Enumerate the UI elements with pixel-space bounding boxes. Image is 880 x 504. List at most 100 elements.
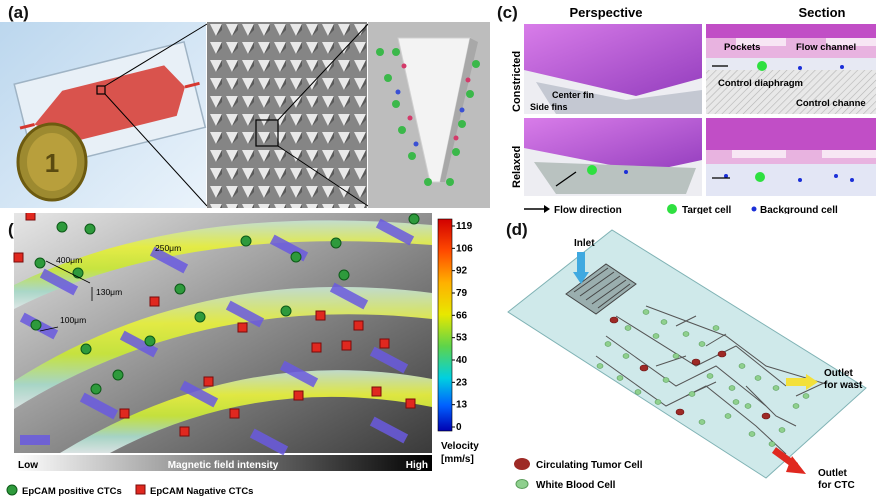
white-blood-cell — [642, 309, 650, 315]
gradient-low: Low — [18, 460, 38, 471]
panel-d-figure: Inlet Outlet for wast Outlet for CTC Cir… — [507, 229, 867, 491]
white-blood-cell — [792, 403, 800, 409]
channel-network — [595, 305, 827, 455]
magnetic-gradient-bar — [14, 455, 432, 471]
white-blood-cell — [744, 403, 752, 409]
col-perspective: Perspective — [570, 5, 643, 20]
white-blood-cell — [698, 341, 706, 347]
white-blood-cell — [616, 375, 624, 381]
white-blood-cell — [778, 427, 786, 433]
outlet-ctc-1: Outlet — [818, 468, 848, 479]
white-blood-cell — [660, 319, 668, 325]
legend-background: Background cell — [760, 205, 838, 214]
white-blood-cell — [688, 391, 696, 397]
lbl-flow-channel: Flow channel — [796, 42, 856, 53]
white-blood-cell — [654, 399, 662, 405]
panel-a-figure: 1 — [0, 22, 490, 208]
tumor-cell — [675, 408, 685, 416]
legend-negative-icon — [135, 484, 146, 495]
panel-d-label: (d) — [506, 220, 528, 239]
inlet-label: Inlet — [574, 238, 595, 249]
lbl-center-fin: Center fin — [552, 90, 594, 100]
panel-a-label: (a) — [8, 3, 29, 22]
white-blood-cell — [748, 431, 756, 437]
antibody-cells — [376, 48, 480, 186]
waste-outlet-arrow — [786, 374, 818, 390]
coin-number: 1 — [45, 148, 59, 178]
colorbar-tick-label: 40 — [456, 355, 468, 366]
white-blood-cell — [604, 341, 612, 347]
dim-250: 250μm — [155, 243, 181, 253]
colorbar-title: Velocity — [441, 441, 479, 452]
colorbar-tick-label: 106 — [456, 243, 473, 254]
outlet-waste-2: for wast — [824, 380, 863, 391]
col-section: Section — [799, 5, 846, 20]
legend-negative-text: EpCAM Nagative CTCs — [150, 486, 253, 497]
legend-wbc: White Blood Cell — [536, 480, 616, 491]
sem-zoom-box — [255, 119, 279, 147]
white-blood-cell — [682, 331, 690, 337]
chip-slab — [507, 229, 867, 479]
white-blood-cell — [624, 325, 632, 331]
white-blood-cell — [732, 399, 740, 405]
white-blood-cell — [662, 377, 670, 383]
lbl-control-diaphragm: Control diaphragm — [718, 78, 803, 89]
legend-target-icon — [667, 204, 677, 214]
colorbar-tick-label: 53 — [456, 333, 468, 344]
colorbar-tick-label: 92 — [456, 266, 468, 277]
legend-flow: Flow direction — [554, 205, 622, 214]
legend-ctc-icon — [514, 458, 530, 470]
lbl-control-channel: Control channe — [796, 98, 866, 109]
outlet-ctc-2: for CTC — [818, 480, 855, 491]
white-blood-cell — [622, 353, 630, 359]
row-relaxed: Relaxed — [511, 146, 523, 188]
lbl-pockets: Pockets — [724, 42, 760, 53]
relaxed-target-cell — [587, 165, 597, 175]
zoom-box — [96, 85, 106, 95]
colorbar-unit: [mm/s] — [441, 454, 474, 465]
dim-400: 400μm — [56, 255, 82, 265]
gradient-high: High — [406, 460, 428, 471]
ctc-outlet-arrow — [771, 447, 806, 474]
colorbar-ticks: 119 106 92 79 66 53 40 23 13 0 — [452, 221, 473, 433]
chip-cells — [596, 309, 810, 447]
colorbar-tick-label: 66 — [456, 310, 468, 321]
white-blood-cell — [672, 353, 680, 359]
epcam-negative-cells — [13, 213, 416, 437]
white-blood-cell — [724, 413, 732, 419]
trap-pockets — [19, 218, 415, 456]
legend-target: Target cell — [682, 205, 731, 214]
lbl-side-fins: Side fins — [530, 102, 568, 112]
colorbar-tick-label: 13 — [456, 400, 468, 411]
white-blood-cell — [768, 441, 776, 447]
section-target-cell — [757, 61, 767, 71]
gradient-title: Magnetic field intensity — [168, 460, 279, 471]
dim-130: 130μm — [96, 287, 122, 297]
panel-b-figure: 400μm 250μm 130μm 100μm 119 106 92 79 66 53 40… — [6, 213, 479, 497]
white-blood-cell — [754, 375, 762, 381]
white-blood-cell — [772, 385, 780, 391]
white-blood-cell — [712, 325, 720, 331]
white-blood-cell — [706, 373, 714, 379]
outlet-waste-1: Outlet — [824, 368, 854, 379]
legend-background-icon — [751, 206, 757, 212]
simulation-area — [14, 213, 432, 453]
panel-c-figure: Perspective Section Constricted Relaxed … — [511, 5, 876, 214]
legend-positive-icon — [6, 484, 18, 496]
legend-wbc-icon — [515, 479, 529, 489]
white-blood-cell — [634, 389, 642, 395]
white-blood-cell — [652, 333, 660, 339]
colorbar-tick-label: 23 — [456, 377, 468, 388]
legend-ctc: Circulating Tumor Cell — [536, 460, 643, 471]
white-blood-cell — [596, 363, 604, 369]
chip-channel-red — [34, 65, 185, 142]
dim-100: 100μm — [60, 315, 86, 325]
white-blood-cell — [738, 363, 746, 369]
row-constricted: Constricted — [511, 51, 523, 112]
tumor-cell — [609, 316, 619, 324]
tumor-cell — [761, 412, 771, 420]
white-blood-cell — [698, 419, 706, 425]
colorbar-tick-label: 119 — [456, 221, 473, 232]
colorbar-tick-label: 79 — [456, 288, 468, 299]
sem-image — [207, 22, 367, 208]
